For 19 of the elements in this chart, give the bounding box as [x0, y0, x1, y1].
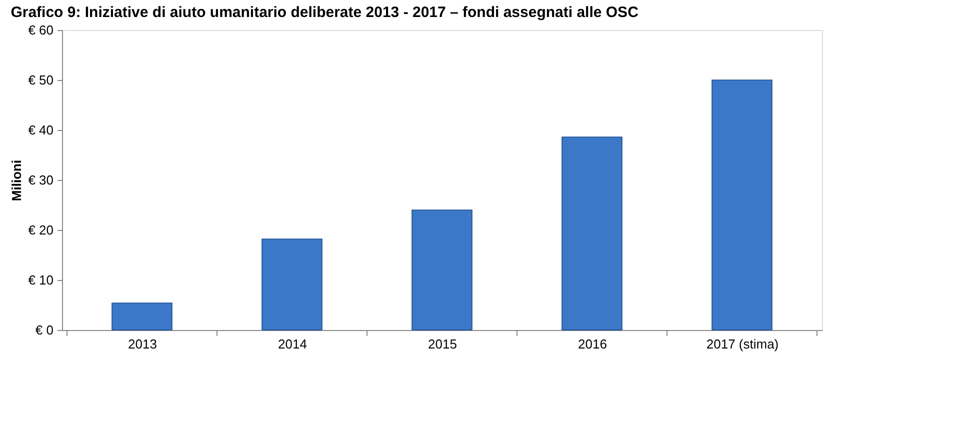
y-tick-label: € 60: [28, 22, 54, 38]
y-tick-label: € 0: [35, 322, 54, 338]
bar: [112, 302, 172, 330]
bar: [262, 238, 322, 330]
bar: [562, 136, 622, 330]
x-tick-label: 2015: [428, 336, 457, 352]
y-tick-label: € 30: [28, 172, 54, 188]
y-tick-label: € 10: [28, 272, 54, 288]
x-tick-label: 2016: [578, 336, 607, 352]
y-tick-label: € 50: [28, 72, 54, 88]
chart-title: Grafico 9: Iniziative di aiuto umanitario deliberate 2013 - 2017 – fondi assegnati alle OSC: [10, 4, 639, 21]
x-tick-label: 2013: [128, 336, 157, 352]
bar: [412, 210, 472, 330]
y-tick-label: € 20: [28, 222, 54, 238]
x-tick-label: 2017 (stima): [706, 336, 779, 352]
bar: [712, 80, 772, 330]
y-tick-label: € 40: [28, 122, 54, 138]
y-axis-title: Milioni: [9, 160, 24, 202]
x-tick-label: 2014: [278, 336, 307, 352]
